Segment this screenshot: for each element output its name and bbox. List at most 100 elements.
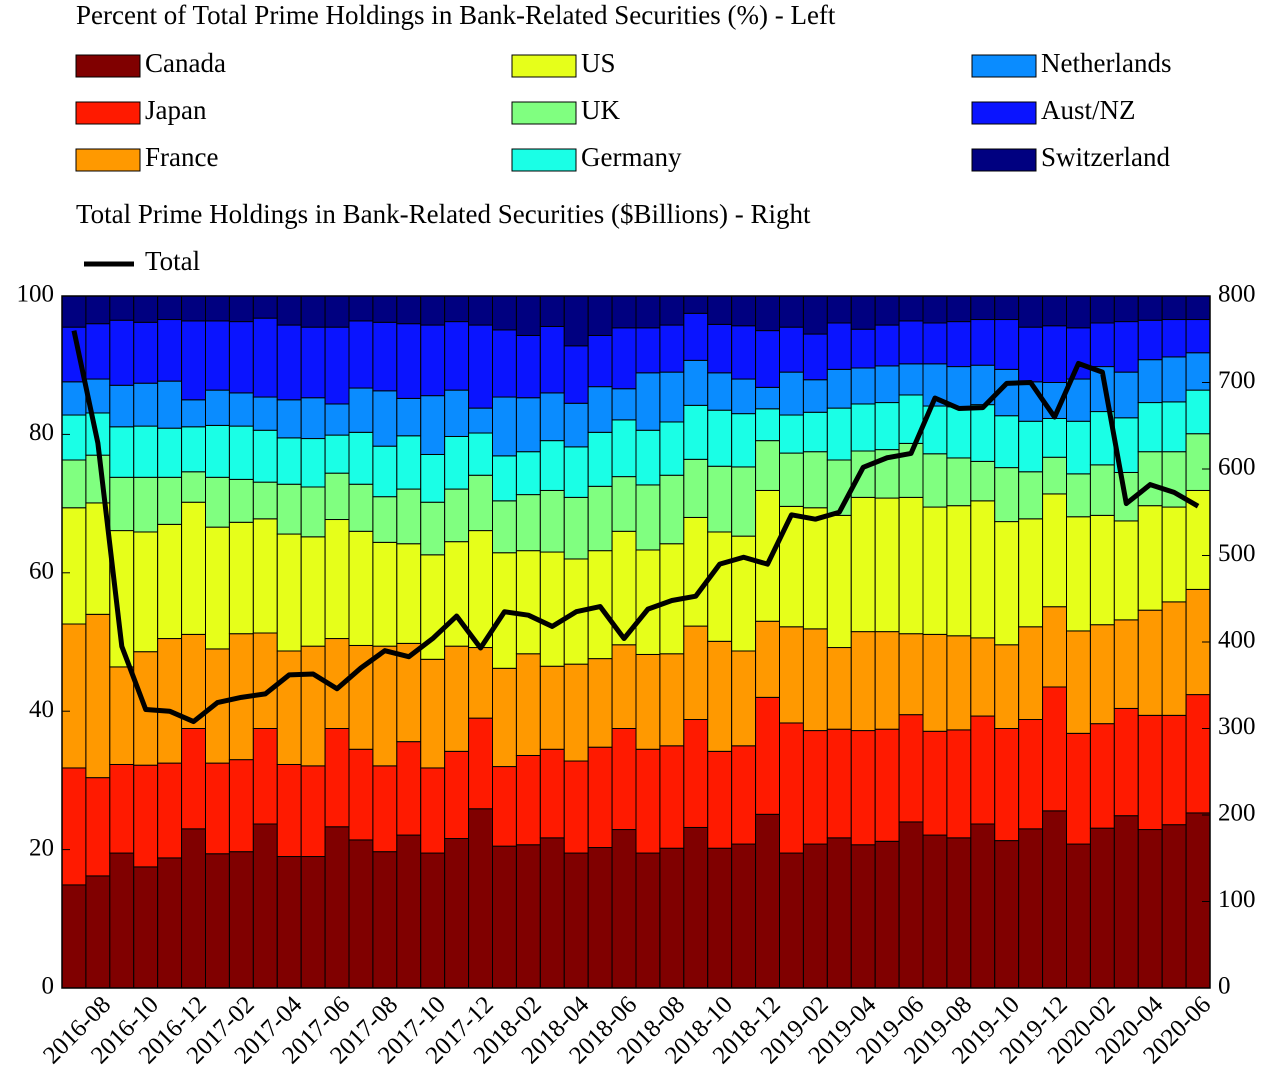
bar-segment: [1018, 420, 1044, 473]
bar-segment: [731, 295, 757, 327]
legend-label: Switzerland: [1041, 142, 1170, 172]
bar-segment: [970, 295, 996, 321]
y2-tick-label: 200: [1218, 800, 1256, 827]
bar-segment: [970, 460, 996, 502]
bar-segment: [970, 637, 996, 717]
bar-segment: [1042, 325, 1068, 384]
legend-label: Aust/NZ: [1041, 95, 1136, 125]
bar-segment: [731, 378, 757, 415]
bar-segment: [659, 371, 685, 423]
bar-segment: [707, 640, 733, 752]
bar-segment: [396, 295, 422, 325]
y2-tick-label: 600: [1218, 454, 1256, 481]
bar-segment: [1161, 714, 1187, 826]
bar-segment: [898, 496, 924, 635]
bar-segment: [372, 390, 398, 447]
bar-segment: [611, 728, 637, 831]
bar-segment: [1089, 624, 1115, 725]
bar-segment: [683, 295, 709, 314]
bar-segment: [946, 505, 972, 637]
bar-segment: [563, 295, 589, 347]
bar-segment: [731, 745, 757, 845]
bar-segment: [1185, 694, 1211, 814]
bar-segment: [539, 748, 565, 839]
bar-segment: [611, 476, 637, 532]
bar-segment: [515, 653, 541, 756]
bar-segment: [635, 653, 661, 750]
bar-segment: [1018, 518, 1044, 628]
bar-segment: [276, 324, 302, 401]
bar-segment: [205, 762, 230, 855]
bar-segment: [874, 631, 900, 730]
bar-segment: [946, 406, 972, 459]
bar-segment: [515, 397, 541, 453]
bar-segment: [779, 371, 804, 416]
bar-segment: [109, 852, 135, 989]
bar-segment: [61, 295, 87, 328]
bar-segment: [707, 531, 733, 642]
bar-segment: [444, 645, 470, 752]
bar-segment: [61, 623, 87, 769]
bar-segment: [1042, 493, 1068, 608]
bar-segment: [611, 644, 637, 730]
bar-segment: [563, 402, 589, 448]
bar-segment: [276, 650, 302, 765]
y2-tick-label: 0: [1218, 973, 1231, 1000]
bar-segment: [348, 483, 374, 532]
bar-segment: [898, 320, 924, 365]
bar-segment: [348, 748, 374, 841]
bar-segment: [1066, 843, 1091, 989]
bar-segment: [492, 329, 517, 398]
bar-segment: [802, 451, 828, 509]
bar-segment: [181, 295, 206, 322]
bar-segment: [587, 658, 613, 748]
bar-segment: [324, 519, 350, 640]
bar-segment: [468, 717, 494, 810]
bar-segment: [324, 326, 350, 405]
bar-segment: [683, 625, 709, 721]
bar-segment: [563, 345, 589, 404]
bar-segment: [1042, 686, 1068, 812]
bar-segment: [252, 518, 278, 634]
bar-segment: [468, 324, 494, 409]
bar-segment: [420, 295, 446, 326]
bar-segment: [755, 620, 780, 698]
bar-segment: [372, 765, 398, 853]
bar-segment: [994, 521, 1020, 646]
bar-segment: [61, 767, 87, 886]
bar-segment: [563, 663, 589, 762]
bar-segment: [755, 386, 780, 410]
bar-segment: [133, 382, 159, 427]
bar-segment: [109, 384, 135, 428]
bar-segment: [731, 650, 757, 747]
bar-segment: [659, 847, 685, 989]
bar-segment: [276, 295, 302, 326]
bar-segment: [228, 392, 254, 427]
bar-segment: [1066, 473, 1091, 518]
chart-title: Percent of Total Prime Holdings in Bank-…: [76, 0, 836, 30]
bar-segment: [659, 421, 685, 476]
bar-segment: [85, 875, 111, 989]
bar-segment: [994, 644, 1020, 730]
bar-segment: [874, 497, 900, 633]
bar-segment: [181, 399, 206, 428]
y-tick-label: 80: [29, 419, 54, 446]
bar-segment: [515, 494, 541, 552]
y2-tick-label: 500: [1218, 540, 1256, 567]
bar-segment: [946, 295, 972, 323]
bar-segment: [228, 321, 254, 394]
bar-segment: [444, 389, 470, 437]
bar-segment: [946, 366, 972, 408]
bar-segment: [1137, 402, 1163, 453]
bar-segment: [1113, 707, 1139, 817]
bar-segment: [444, 838, 470, 989]
bar-segment: [276, 483, 302, 535]
bar-segment: [324, 472, 350, 521]
bar-segment: [826, 647, 852, 730]
bar-segment: [563, 496, 589, 560]
bar-segment: [228, 425, 254, 480]
bar-segment: [635, 484, 661, 551]
bar-segment: [731, 466, 757, 537]
bar-segment: [396, 543, 422, 644]
bar-segment: [420, 501, 446, 556]
